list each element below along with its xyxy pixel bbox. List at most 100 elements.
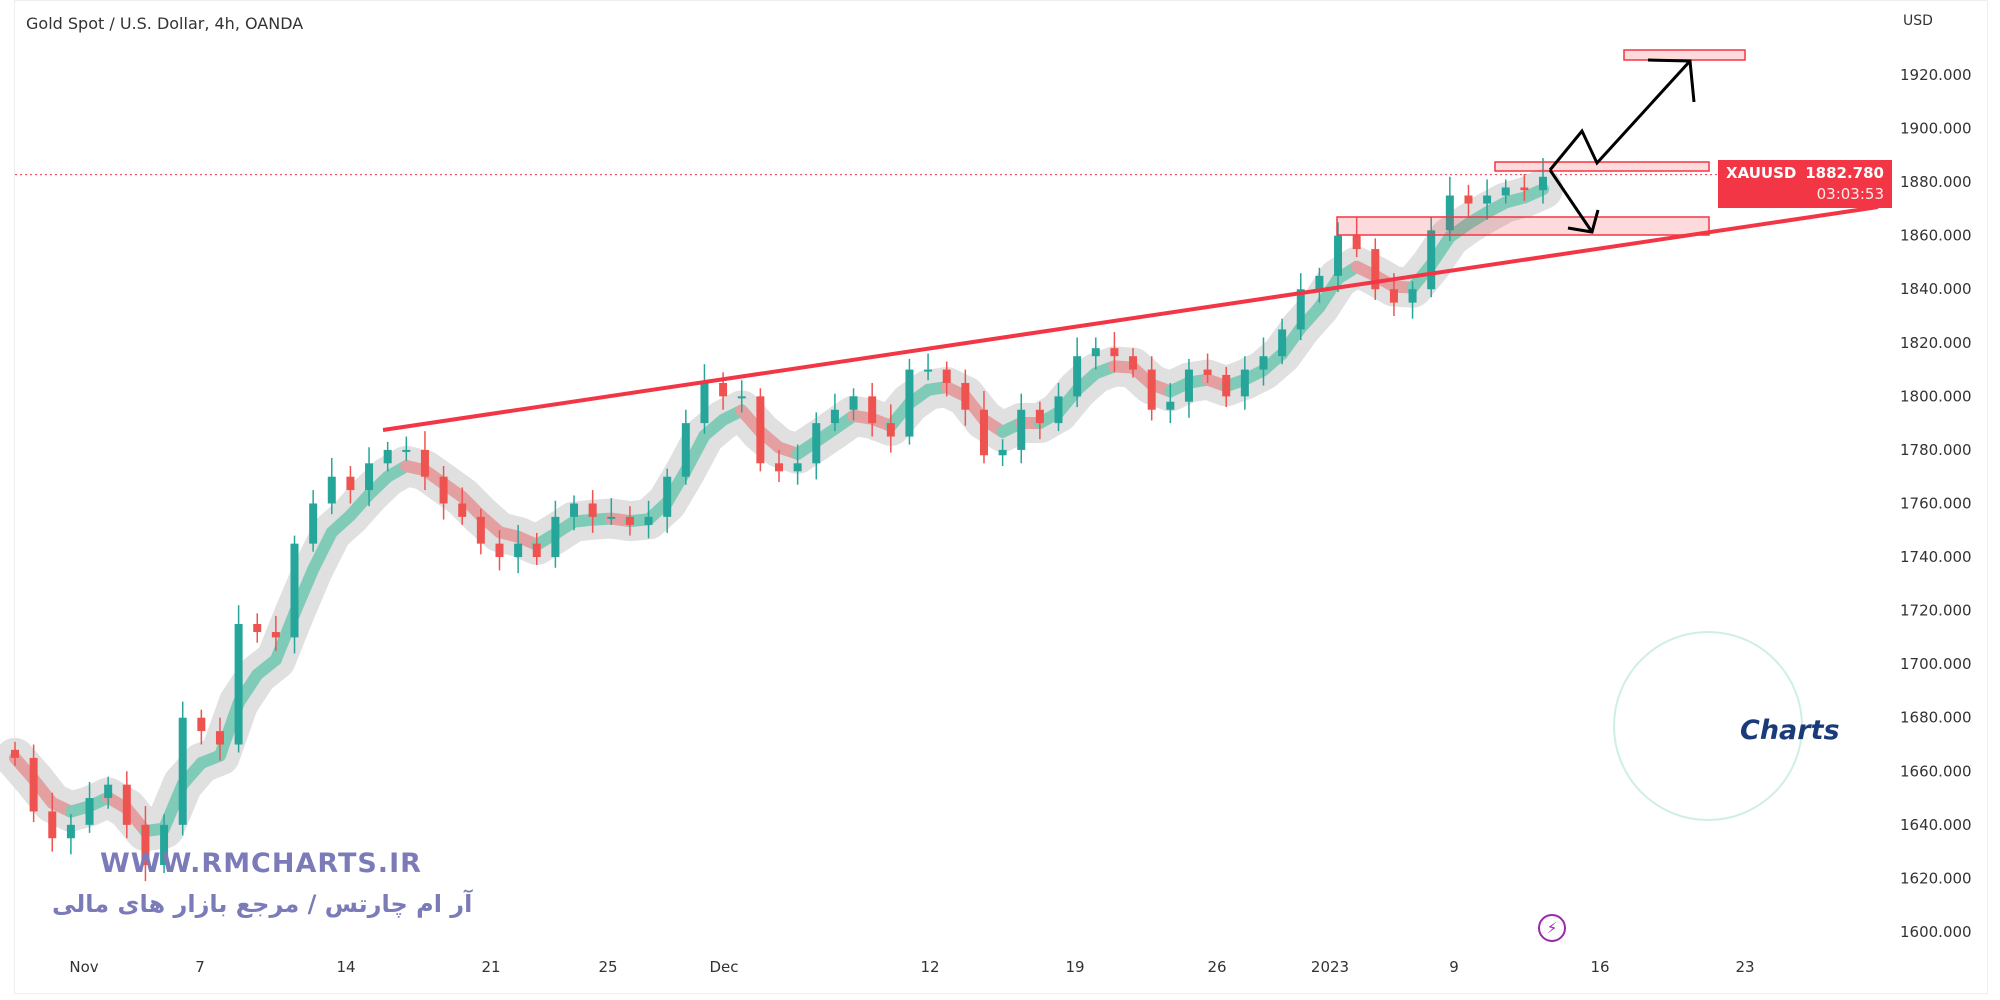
bullish-projection-arrow bbox=[1548, 59, 1692, 171]
candle-body bbox=[420, 449, 429, 477]
candle-body bbox=[886, 423, 895, 437]
candle-body bbox=[756, 396, 765, 464]
candle-body bbox=[495, 543, 504, 558]
candle-body bbox=[812, 423, 821, 464]
candle-body bbox=[1371, 249, 1380, 290]
candle-body bbox=[1017, 409, 1026, 450]
resistance-zone bbox=[1623, 49, 1746, 61]
candle-body bbox=[1091, 348, 1100, 357]
candle-body bbox=[402, 449, 411, 452]
logo-text: Charts bbox=[1740, 715, 1840, 746]
x-tick-label: 21 bbox=[481, 958, 500, 976]
y-tick-label: 1860.000 bbox=[1900, 227, 1972, 245]
candle-body bbox=[868, 396, 877, 424]
watermark-tagline: آر ام چارتس / مرجع بازار های مالی bbox=[52, 890, 473, 918]
resistance-zone bbox=[1494, 161, 1710, 172]
candle-body bbox=[253, 623, 262, 633]
candle-body bbox=[1259, 356, 1268, 370]
candle-body bbox=[234, 623, 243, 745]
candle-body bbox=[178, 717, 187, 825]
candle-body bbox=[1539, 176, 1547, 191]
x-tick-label: 26 bbox=[1207, 958, 1226, 976]
candle-body bbox=[625, 516, 634, 525]
y-tick-label: 1900.000 bbox=[1900, 120, 1972, 138]
candle-body bbox=[607, 516, 616, 519]
ma-band-segment bbox=[307, 526, 338, 576]
trendline bbox=[382, 205, 1879, 432]
candle-body bbox=[1445, 195, 1454, 231]
candle-body bbox=[551, 516, 560, 558]
x-tick-label: 12 bbox=[920, 958, 939, 976]
candle-body bbox=[1315, 275, 1324, 290]
candle-body bbox=[346, 476, 355, 491]
candle-body bbox=[160, 824, 169, 866]
watermark-url: WWW.RMCHARTS.IR bbox=[100, 848, 422, 879]
candle-body bbox=[588, 503, 597, 517]
candle-body bbox=[1203, 369, 1212, 375]
candle-body bbox=[1166, 401, 1175, 410]
candle-body bbox=[1054, 396, 1063, 424]
candle-body bbox=[1035, 409, 1044, 424]
candle-body bbox=[1427, 230, 1436, 290]
resistance-zone bbox=[1336, 216, 1710, 236]
bearish-projection-arrow bbox=[1548, 169, 1594, 233]
x-tick-label: Nov bbox=[69, 958, 98, 976]
candle-body bbox=[514, 543, 523, 558]
candle-body bbox=[961, 382, 970, 410]
candle-body bbox=[141, 824, 150, 866]
candle-body bbox=[1520, 187, 1529, 191]
candle-body bbox=[644, 516, 653, 525]
chart-title: Gold Spot / U.S. Dollar, 4h, OANDA bbox=[26, 14, 304, 33]
candle-body bbox=[439, 476, 448, 504]
candle-body bbox=[1334, 235, 1343, 276]
candle-body bbox=[104, 784, 113, 799]
x-tick-label: 19 bbox=[1065, 958, 1084, 976]
candle-body bbox=[570, 503, 579, 517]
candle-body bbox=[830, 409, 839, 424]
x-tick-label: 25 bbox=[598, 958, 617, 976]
y-tick-label: 1800.000 bbox=[1900, 387, 1972, 405]
arrowhead-down bbox=[1567, 209, 1600, 234]
candle-body bbox=[700, 382, 709, 424]
candle-body bbox=[290, 543, 299, 638]
candle-body bbox=[66, 824, 75, 839]
candle-body bbox=[1501, 187, 1510, 196]
y-tick-label: 1660.000 bbox=[1900, 762, 1972, 780]
x-tick-label: 2023 bbox=[1311, 958, 1349, 976]
x-tick-label: 14 bbox=[336, 958, 355, 976]
lightning-icon[interactable]: ⚡ bbox=[1538, 914, 1566, 942]
candle-body bbox=[942, 369, 951, 383]
symbol-label: XAUUSD bbox=[1726, 164, 1797, 182]
candle-body bbox=[215, 731, 224, 745]
candle-body bbox=[309, 503, 318, 544]
candle-body bbox=[458, 503, 467, 517]
candle-body bbox=[737, 396, 746, 399]
y-tick-label: 1600.000 bbox=[1900, 923, 1972, 941]
candle-body bbox=[1389, 289, 1398, 303]
candle-body bbox=[48, 811, 57, 839]
candle-body bbox=[383, 449, 392, 464]
candle-body bbox=[998, 449, 1007, 456]
candle-body bbox=[11, 749, 19, 758]
y-tick-label: 1820.000 bbox=[1900, 334, 1972, 352]
candle-body bbox=[1408, 289, 1417, 303]
y-tick-label: 1920.000 bbox=[1900, 66, 1972, 84]
candle-body bbox=[1278, 329, 1287, 357]
candle-body bbox=[1110, 348, 1119, 357]
candle-body bbox=[1129, 356, 1138, 370]
candle-body bbox=[271, 632, 280, 638]
candle-body bbox=[905, 369, 914, 437]
candle-body bbox=[1352, 235, 1361, 250]
candle-body bbox=[365, 463, 374, 491]
candle-body bbox=[681, 423, 690, 477]
last-price-badge: XAUUSD 1882.780 03:03:53 bbox=[1718, 160, 1892, 208]
y-tick-label: 1720.000 bbox=[1900, 602, 1972, 620]
candle-body bbox=[775, 463, 783, 472]
y-tick-label: 1760.000 bbox=[1900, 494, 1972, 512]
x-tick-label: 7 bbox=[195, 958, 205, 976]
x-tick-label: 23 bbox=[1735, 958, 1754, 976]
y-tick-label: 1740.000 bbox=[1900, 548, 1972, 566]
candle-body bbox=[1240, 369, 1249, 397]
candle-body bbox=[1073, 356, 1082, 397]
